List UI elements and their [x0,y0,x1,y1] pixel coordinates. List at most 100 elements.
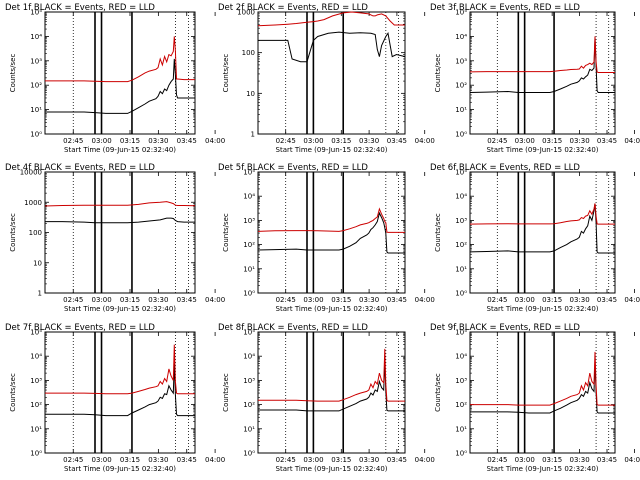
y-tick-label: 10⁴ [455,193,467,201]
x-tick-label: 03:45 [387,137,407,145]
x-tick-label: 03:15 [331,456,351,464]
y-axis-label: Counts/sec [434,373,442,412]
panel-title: Det 1f BLACK = Events, RED = LLD [5,3,155,13]
y-tick-label: 10⁵ [455,329,467,337]
panel-title: Det 7f BLACK = Events, RED = LLD [5,323,155,333]
y-tick-label: 10¹ [455,106,467,114]
x-tick-label: 03:30 [148,296,168,304]
x-tick-label: 03:15 [542,296,562,304]
y-tick-label: 10⁰ [30,131,42,139]
y-tick-label: 10⁴ [243,193,255,201]
y-tick-label: 10³ [30,57,42,65]
y-axis-label: Counts/sec [9,373,17,412]
y-tick-label: 10000 [20,169,42,177]
y-tick-label: 10¹ [243,425,255,433]
events-series-line [469,203,615,254]
y-tick-label: 10⁴ [455,353,467,361]
plot-frame [257,11,406,135]
plot-frame [257,171,406,294]
panel-5: Det 5f BLACK = Events, RED = LLD 10⁰ 10¹ 10… [218,163,435,313]
panel-title: Det 8f BLACK = Events, RED = LLD [218,323,368,333]
y-tick-label: 10⁴ [30,33,42,41]
x-tick-label: 03:15 [542,456,562,464]
y-tick-label: 10¹ [455,425,467,433]
plot-frame [44,171,196,294]
x-tick-label: 03:30 [359,137,379,145]
x-tick-label: 03:00 [515,456,535,464]
x-tick-label: 04:00 [205,456,225,464]
y-tick-label: 10² [455,82,467,90]
x-axis-label: Start Time (09-Jun-15 02:32:40) [276,146,388,154]
x-tick-label: 04:00 [415,296,435,304]
x-tick-label: 03:00 [303,456,323,464]
y-tick-label: 10 [246,90,255,98]
events-series-line [469,38,615,93]
x-axis-label: Start Time (09-Jun-15 02:32:40) [276,305,388,313]
x-tick-label: 03:15 [120,456,140,464]
y-tick-label: 10¹ [243,265,255,273]
lld-series-line [44,201,196,207]
x-tick-label: 04:00 [415,137,435,145]
panel-9: Det 9f BLACK = Events, RED = LLD 10⁰ 10¹ 10… [430,323,640,473]
lld-series-line [257,207,405,233]
y-axis-label: Counts/sec [222,54,230,93]
lld-series-line [469,36,615,73]
panel-title: Det 2f BLACK = Events, RED = LLD [218,3,368,13]
y-tick-label: 10⁵ [243,329,255,337]
y-tick-label: 10³ [243,217,255,225]
y-tick-label: 10³ [455,217,467,225]
x-tick-label: 03:30 [148,456,168,464]
y-tick-label: 10¹ [30,425,42,433]
plot-frame [257,331,406,454]
x-tick-label: 03:00 [92,137,112,145]
x-tick-label: 03:30 [569,456,589,464]
x-axis-label: Start Time (09-Jun-15 02:32:40) [276,465,388,473]
x-tick-label: 03:45 [387,296,407,304]
y-tick-label: 10⁵ [30,329,42,337]
plot-frame [44,11,196,135]
x-tick-label: 02:45 [487,137,507,145]
x-tick-label: 03:45 [597,456,617,464]
y-tick-label: 10⁰ [455,290,467,298]
x-tick-label: 02:45 [63,456,83,464]
panel-title: Det 6f BLACK = Events, RED = LLD [430,163,580,173]
x-tick-label: 03:45 [597,137,617,145]
y-axis-label: Counts/sec [9,54,17,93]
x-tick-label: 03:45 [177,137,197,145]
lld-series-line [45,344,195,395]
x-tick-label: 04:00 [624,456,640,464]
x-tick-label: 02:45 [487,456,507,464]
panel-6: Det 6f BLACK = Events, RED = LLD 10⁰ 10¹ 10… [430,163,640,313]
x-tick-label: 04:00 [624,296,640,304]
x-tick-label: 04:00 [205,296,225,304]
panel-8: Det 8f BLACK = Events, RED = LLD 10⁰ 10¹ 10… [218,323,435,473]
y-axis-label: Counts/sec [222,213,230,252]
y-tick-label: 1000 [237,9,255,17]
y-tick-label: 10¹ [455,265,467,273]
events-series-line [257,211,405,254]
y-tick-label: 10² [243,401,255,409]
x-tick-label: 02:45 [487,296,507,304]
y-tick-label: 10⁵ [243,169,255,177]
y-tick-label: 10⁰ [243,290,255,298]
x-tick-label: 03:00 [92,296,112,304]
y-tick-label: 1000 [24,199,42,207]
x-axis-label: Start Time (09-Jun-15 02:32:40) [64,146,176,154]
x-tick-label: 02:45 [276,137,296,145]
y-tick-label: 10³ [30,377,42,385]
x-tick-label: 03:30 [569,296,589,304]
y-tick-label: 10⁰ [243,450,255,458]
plot-frame [469,11,616,135]
x-axis-label: Start Time (09-Jun-15 02:32:40) [64,305,176,313]
panel-4: Det 4f BLACK = Events, RED = LLD 1 10 100 10… [5,163,225,313]
panel-title: Det 9f BLACK = Events, RED = LLD [430,323,580,333]
y-tick-label: 1 [251,131,255,139]
y-tick-label: 10² [455,241,467,249]
lld-series-line [257,11,405,27]
panel-3: Det 3f BLACK = Events, RED = LLD 10⁰ 10¹ 10… [430,3,640,154]
panel-2: Det 2f BLACK = Events, RED = LLD 1 10 100 10… [218,3,435,154]
x-tick-label: 03:15 [331,296,351,304]
y-tick-label: 10 [33,259,42,267]
y-tick-label: 10² [30,82,42,90]
y-tick-label: 10² [243,241,255,249]
